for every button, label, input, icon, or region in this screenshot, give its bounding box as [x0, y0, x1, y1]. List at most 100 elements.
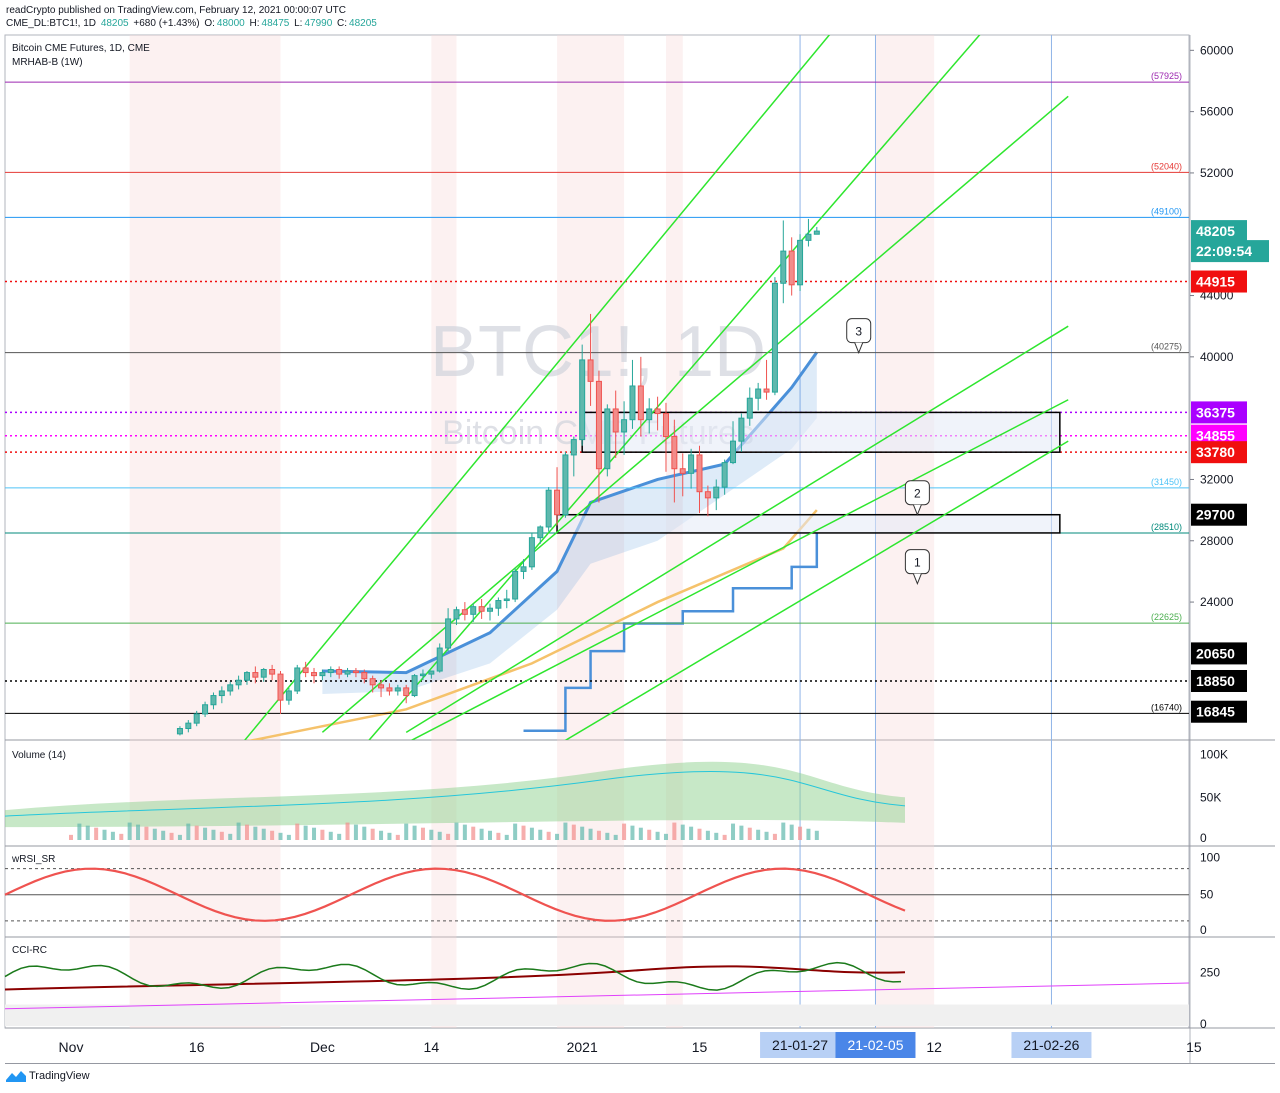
volume-bar	[563, 822, 568, 840]
volume-bar	[513, 823, 518, 840]
price-badge-label: 36375	[1196, 404, 1235, 420]
tradingview-logo-icon	[6, 1071, 26, 1082]
candle	[193, 710, 200, 727]
candle	[218, 686, 225, 704]
candle-body	[294, 667, 301, 692]
price-tick-label: 24000	[1200, 595, 1234, 609]
session-shade	[431, 35, 457, 1028]
candle	[445, 608, 452, 652]
tradingview-footer: TradingView	[6, 1070, 90, 1082]
high-value: 48475	[261, 18, 290, 29]
volume-bar	[680, 824, 685, 840]
candle	[411, 674, 418, 698]
price-badge-label: 44915	[1196, 274, 1235, 290]
trendline	[405, 325, 1069, 733]
candle-body	[428, 670, 435, 675]
candle	[252, 666, 259, 684]
volume-bar	[228, 833, 233, 840]
volume-bar	[496, 832, 501, 840]
callout-pointer	[912, 573, 922, 586]
volume-bar	[387, 832, 392, 840]
candle	[646, 398, 653, 434]
trendline	[368, 35, 981, 740]
candle	[612, 390, 619, 458]
candle-body	[252, 672, 259, 678]
volume-bar	[420, 827, 425, 840]
candle-body	[746, 397, 753, 419]
callout-label: 1	[914, 556, 921, 570]
candle-body	[554, 489, 561, 516]
volume-bar	[504, 834, 509, 840]
volume-bar	[177, 834, 182, 840]
volume-bar	[446, 833, 451, 840]
candle	[294, 664, 301, 695]
volume-bar	[714, 832, 719, 840]
volume-bar	[270, 830, 275, 840]
price-badge-label: 33780	[1196, 444, 1235, 460]
trendline	[243, 35, 831, 740]
volume-bar	[253, 826, 258, 840]
bottom-border	[5, 1063, 1275, 1064]
volume-bar	[370, 828, 375, 840]
candle	[470, 603, 477, 622]
candle-body	[193, 713, 200, 724]
candle-body	[763, 388, 770, 393]
volume-bar	[194, 825, 199, 840]
candle-body	[185, 722, 192, 730]
candle	[805, 218, 812, 247]
volume-bar	[110, 831, 115, 840]
volume-bar	[261, 828, 266, 840]
callout-label: 3	[855, 325, 862, 339]
candle-body	[319, 672, 326, 677]
callout-1: 1	[904, 549, 930, 586]
candle	[461, 602, 468, 621]
candle	[780, 220, 787, 304]
volume-bar	[102, 829, 107, 840]
candle-body	[336, 669, 343, 675]
volume-band	[5, 761, 905, 828]
candle-body	[587, 359, 594, 382]
candle	[570, 436, 577, 477]
volume-bar	[739, 825, 744, 840]
candle-body	[637, 385, 644, 421]
volume-bar	[814, 830, 819, 840]
candle-body	[704, 491, 711, 499]
candle-body	[503, 598, 510, 602]
candle	[629, 359, 636, 429]
candle-body	[386, 687, 393, 692]
session-shade	[129, 35, 281, 1028]
candle-body	[713, 486, 720, 499]
candle	[713, 479, 720, 511]
level-label: (57925)	[1151, 71, 1182, 81]
symbol-label: CME_DL:BTC1!, 1D	[6, 18, 97, 29]
volume-tick-label: 0	[1200, 831, 1207, 845]
high-key: H:	[249, 18, 260, 29]
last-price: 48205	[100, 18, 129, 29]
candle-body	[621, 419, 628, 433]
candle-body	[470, 606, 477, 615]
candle-body	[654, 408, 661, 415]
level-label: (28510)	[1151, 522, 1182, 532]
time-axis-label: Nov	[59, 1039, 84, 1055]
candle-body	[344, 670, 351, 675]
volume-bar	[353, 824, 358, 840]
candle-body	[403, 687, 410, 697]
trendline	[564, 440, 1069, 740]
low-key: L:	[294, 18, 303, 29]
volume-bar	[236, 822, 241, 840]
price-badge-label: 16845	[1196, 704, 1235, 720]
candle	[277, 671, 284, 714]
candle	[621, 401, 628, 455]
candle	[260, 667, 267, 682]
volume-bar	[529, 827, 534, 840]
close-key: C:	[337, 18, 348, 29]
volume-bar	[647, 829, 652, 840]
level-label: (52040)	[1151, 161, 1182, 171]
candle-body	[771, 282, 778, 393]
rsi-line	[4, 867, 906, 922]
volume-title: Volume (14)	[12, 750, 66, 761]
volume-bar	[395, 834, 400, 840]
candle	[721, 459, 728, 495]
candle	[361, 669, 368, 684]
